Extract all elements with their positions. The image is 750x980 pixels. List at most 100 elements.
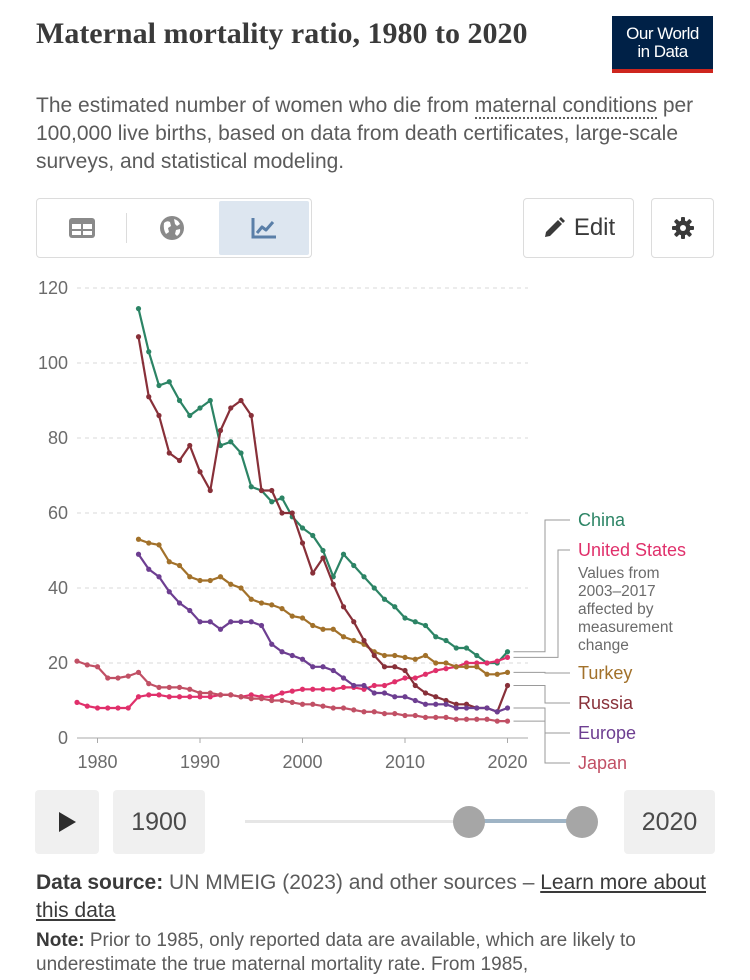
data-point-china xyxy=(371,585,377,591)
data-point-turkey xyxy=(381,652,388,659)
data-point-japan xyxy=(361,709,367,715)
data-point-japan xyxy=(422,714,429,720)
data-point-united-states xyxy=(494,658,500,664)
data-point-china xyxy=(463,645,470,651)
data-point-turkey xyxy=(463,664,470,670)
maternal-conditions-link[interactable]: maternal conditions xyxy=(474,94,657,119)
tab-table[interactable] xyxy=(37,199,127,257)
tab-map[interactable] xyxy=(127,199,217,257)
data-point-united-states xyxy=(279,690,285,696)
settings-button[interactable] xyxy=(651,198,714,258)
note-label: Note: xyxy=(36,930,85,951)
data-point-russia xyxy=(248,412,254,419)
data-point-united-states xyxy=(74,699,80,705)
data-point-turkey xyxy=(453,664,459,670)
start-year-box[interactable]: 1900 xyxy=(113,790,205,854)
data-point-europe xyxy=(433,701,439,707)
data-point-turkey xyxy=(176,562,183,569)
data-point-united-states xyxy=(474,660,480,666)
slider-track xyxy=(245,820,580,823)
data-point-japan xyxy=(228,692,234,698)
data-point-united-states xyxy=(146,692,152,698)
data-point-europe xyxy=(289,652,295,659)
edit-button[interactable]: Edit xyxy=(523,198,634,258)
data-point-europe xyxy=(453,705,459,711)
data-point-united-states xyxy=(381,682,388,689)
data-point-china xyxy=(412,619,418,625)
data-point-united-states xyxy=(248,692,254,698)
data-point-europe xyxy=(176,600,183,606)
data-point-japan xyxy=(299,701,306,707)
data-point-turkey xyxy=(289,613,295,619)
learn-more-link[interactable]: Learn more about this data xyxy=(36,871,706,922)
legend-connector-europe xyxy=(513,707,570,734)
start-handle[interactable] xyxy=(453,806,485,838)
tab-chart[interactable] xyxy=(219,201,309,255)
data-point-japan xyxy=(351,707,357,713)
data-point-europe xyxy=(217,626,224,632)
data-point-turkey xyxy=(422,652,429,659)
data-point-japan xyxy=(412,712,418,719)
data-point-japan xyxy=(279,697,285,704)
data-point-europe xyxy=(351,682,357,689)
data-source: Data source: UN MMEIG (2023) and other s… xyxy=(36,869,726,925)
data-point-europe xyxy=(228,619,234,625)
data-point-united-states xyxy=(320,686,326,692)
data-point-turkey xyxy=(320,626,326,632)
owid-logo[interactable]: Our World in Data xyxy=(612,16,713,73)
data-point-europe xyxy=(207,619,213,625)
data-point-china xyxy=(402,615,408,621)
data-point-turkey xyxy=(217,574,224,580)
data-point-united-states xyxy=(156,692,162,698)
data-point-russia xyxy=(320,555,326,561)
data-point-china xyxy=(433,634,439,640)
y-tick-label-100: 100 xyxy=(38,353,68,373)
y-tick-label-40: 40 xyxy=(48,578,68,598)
data-point-turkey xyxy=(433,660,439,666)
data-point-china xyxy=(187,412,193,419)
data-point-japan xyxy=(146,681,152,687)
data-point-united-states xyxy=(443,666,449,672)
data-point-russia xyxy=(217,427,224,434)
data-point-europe xyxy=(299,656,306,662)
legend-connector-turkey xyxy=(513,671,570,674)
data-point-russia xyxy=(371,652,377,659)
end-handle[interactable] xyxy=(566,806,598,838)
data-point-united-states xyxy=(125,705,131,711)
data-point-china xyxy=(381,596,388,602)
data-point-united-states xyxy=(361,686,367,692)
chart-title: Maternal mortality ratio, 1980 to 2020 xyxy=(36,17,528,50)
data-point-japan xyxy=(402,712,408,719)
data-point-europe xyxy=(381,690,388,696)
data-point-europe xyxy=(135,551,142,557)
data-point-china xyxy=(351,562,357,569)
data-point-europe xyxy=(166,589,172,595)
data-point-japan xyxy=(248,696,254,702)
data-point-united-states xyxy=(166,694,172,700)
data-point-europe xyxy=(361,682,367,689)
legend-connector-united-states xyxy=(513,549,570,658)
data-point-united-states xyxy=(422,671,429,677)
data-point-turkey xyxy=(197,577,203,584)
y-tick-label-120: 120 xyxy=(38,278,68,298)
end-year-box[interactable]: 2020 xyxy=(624,790,715,854)
data-point-turkey xyxy=(228,581,234,587)
data-point-united-states xyxy=(115,705,121,711)
data-point-russia xyxy=(135,334,142,340)
data-point-united-states xyxy=(187,694,193,700)
source-label: Data source: xyxy=(36,871,164,894)
data-point-russia xyxy=(463,701,470,707)
data-point-russia xyxy=(269,487,275,494)
legend-label-turkey: Turkey xyxy=(578,663,632,683)
us-measurement-note: Values from 2003–2017 affected by measureme… xyxy=(578,565,673,654)
data-point-europe xyxy=(422,701,429,707)
data-point-china xyxy=(146,349,152,355)
globe-icon xyxy=(160,216,184,240)
data-point-russia xyxy=(453,701,459,707)
data-point-russia xyxy=(310,570,316,576)
timeline-slider[interactable] xyxy=(245,806,600,838)
data-point-china xyxy=(453,645,459,651)
data-point-united-states xyxy=(402,675,408,681)
data-point-turkey xyxy=(258,600,265,606)
play-button[interactable] xyxy=(35,790,99,854)
